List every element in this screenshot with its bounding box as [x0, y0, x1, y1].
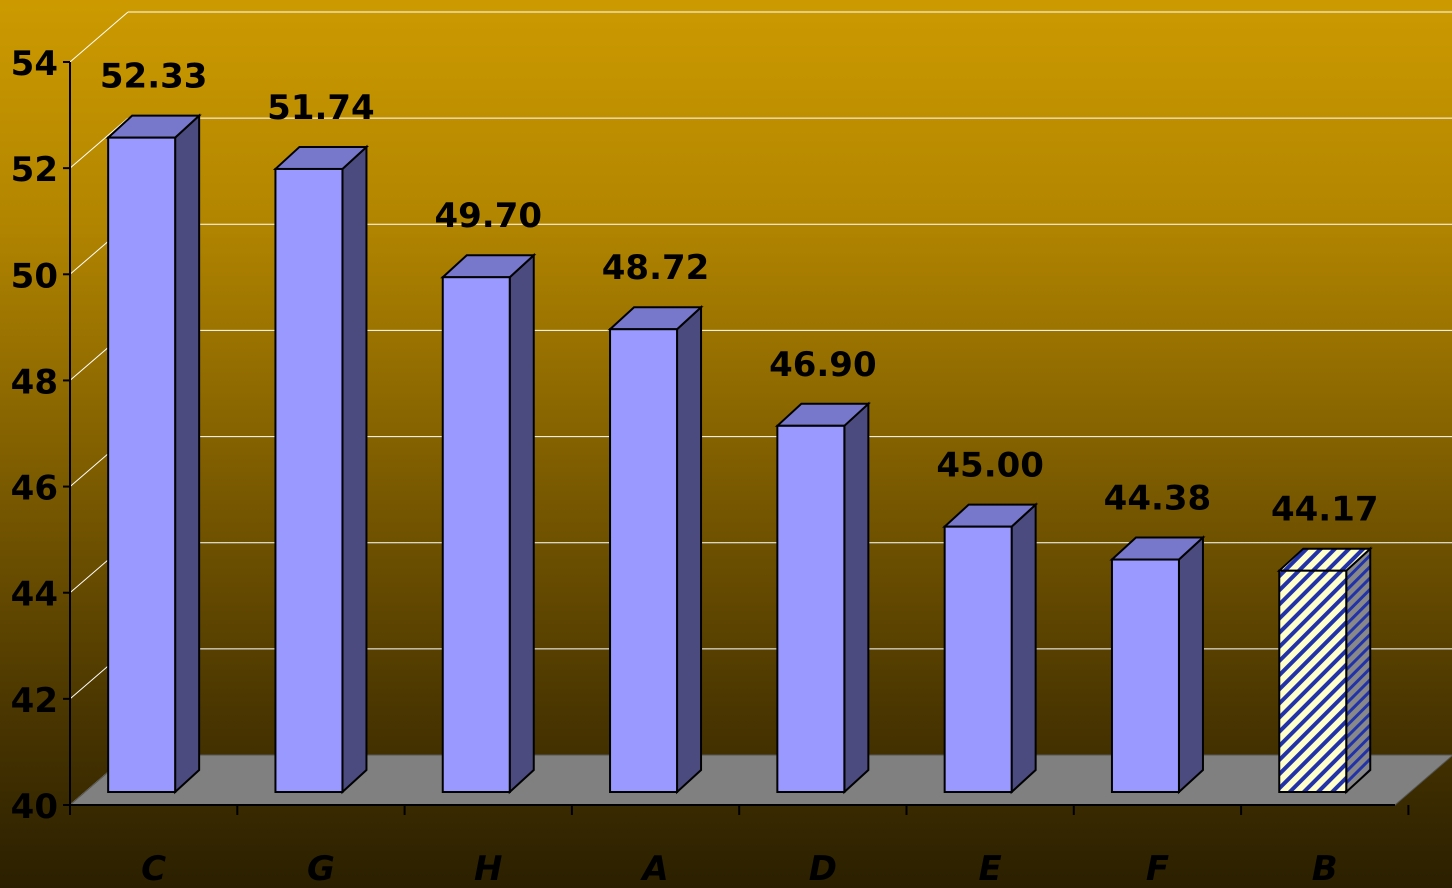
data-label: 49.70	[434, 196, 542, 236]
data-label: 52.33	[100, 57, 208, 97]
bar-E	[943, 525, 1013, 794]
bar-C	[107, 136, 177, 794]
bar-side	[1010, 502, 1037, 795]
bar-F	[1110, 558, 1180, 793]
x-tick-label: H	[474, 849, 502, 888]
bar-side	[843, 401, 870, 795]
bar-H	[441, 276, 511, 793]
data-label: 51.74	[267, 88, 375, 128]
y-tick-label: 46	[11, 469, 58, 509]
y-tick-label: 40	[11, 787, 58, 827]
y-tick-label: 48	[11, 362, 58, 402]
data-label: 48.72	[602, 248, 710, 288]
bar-G	[274, 167, 344, 794]
y-tick-label: 54	[11, 44, 58, 84]
bar-B	[1278, 569, 1348, 793]
x-tick-label: C	[141, 849, 166, 888]
x-tick-label: G	[307, 849, 335, 888]
bar-side	[174, 113, 201, 795]
data-label: 46.90	[769, 345, 877, 385]
side-gridline	[69, 11, 129, 63]
bar-side	[341, 144, 368, 795]
bar-side	[676, 304, 703, 795]
x-tick-label: F	[1146, 849, 1169, 888]
x-tick-label: D	[809, 849, 837, 888]
bar-side	[1177, 535, 1204, 795]
data-label: 44.17	[1271, 490, 1379, 530]
labels: 40 42 44 46 48 50 52 54 52.33 C 51.74 G 49.70 H 48.72 A…	[11, 44, 1379, 888]
x-tick-label: A	[639, 849, 668, 888]
bar-side	[508, 252, 535, 795]
y-tick-label: 52	[11, 150, 58, 190]
side-gridline	[69, 117, 129, 169]
bar-D	[776, 424, 846, 793]
bars	[105, 113, 1373, 795]
x-tick-label: E	[979, 849, 1002, 888]
data-label: 44.38	[1104, 479, 1212, 519]
data-label: 45.00	[936, 446, 1044, 486]
bar-A	[609, 328, 679, 793]
y-tick-label: 42	[11, 681, 58, 721]
y-tick-label: 44	[11, 575, 58, 615]
y-tick-label: 50	[11, 256, 58, 296]
bar-side	[1345, 546, 1372, 795]
axes	[63, 61, 1410, 815]
x-tick-label: B	[1312, 849, 1338, 888]
